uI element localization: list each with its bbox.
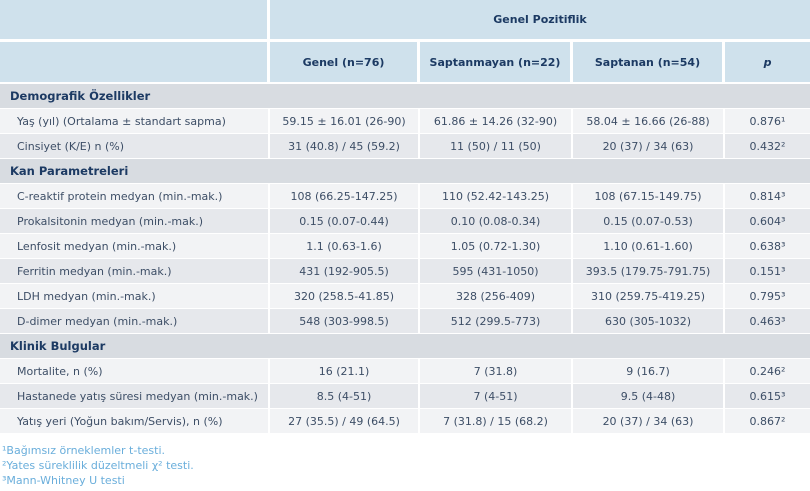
value-p: 0.151³ (725, 259, 810, 284)
value-saptanmayan: 11 (50) / 11 (50) (420, 134, 573, 159)
value-saptanan: 1.10 (0.61-1.60) (573, 234, 725, 259)
label-column-header (0, 42, 270, 84)
value-saptanan: 310 (259.75-419.25) (573, 284, 725, 309)
value-genel: 320 (258.5-41.85) (270, 284, 420, 309)
value-genel: 16 (21.1) (270, 359, 420, 384)
row-label: Ferritin medyan (min.-mak.) (0, 259, 270, 284)
value-genel: 27 (35.5) / 49 (64.5) (270, 409, 420, 434)
value-genel: 0.15 (0.07-0.44) (270, 209, 420, 234)
row-label: Hastanede yatış süresi medyan (min.-mak.… (0, 384, 270, 409)
value-p: 0.604³ (725, 209, 810, 234)
row-label: C-reaktif protein medyan (min.-mak.) (0, 184, 270, 209)
section-row-demografik: Demografik Özellikler (0, 84, 810, 109)
footnote-yates-chi2: ²Yates süreklilik düzeltmeli χ² testi. (2, 459, 194, 472)
group-header: Genel Pozitiflik (270, 0, 810, 42)
value-genel: 59.15 ± 16.01 (26-90) (270, 109, 420, 134)
section-row-klinik: Klinik Bulgular (0, 334, 810, 359)
value-genel: 31 (40.8) / 45 (59.2) (270, 134, 420, 159)
value-p: 0.638³ (725, 234, 810, 259)
value-saptanmayan: 7 (31.8) / 15 (68.2) (420, 409, 573, 434)
value-saptanan: 9 (16.7) (573, 359, 725, 384)
value-p: 0.246² (725, 359, 810, 384)
value-saptanan: 9.5 (4-48) (573, 384, 725, 409)
row-label: Lenfosit medyan (min.-mak.) (0, 234, 270, 259)
value-p: 0.876¹ (725, 109, 810, 134)
value-saptanmayan: 328 (256-409) (420, 284, 573, 309)
table-row: Lenfosit medyan (min.-mak.) 1.1 (0.63-1.… (0, 234, 810, 259)
corner-cell (0, 0, 270, 42)
value-saptanmayan: 512 (299.5-773) (420, 309, 573, 334)
value-saptanmayan: 595 (431-1050) (420, 259, 573, 284)
table-row: Prokalsitonin medyan (min.-mak.) 0.15 (0… (0, 209, 810, 234)
column-header-saptanmayan: Saptanmayan (n=22) (420, 42, 573, 84)
column-header-saptanan: Saptanan (n=54) (573, 42, 725, 84)
section-label: Demografik Özellikler (0, 84, 810, 109)
row-label: LDH medyan (min.-mak.) (0, 284, 270, 309)
section-label: Kan Parametreleri (0, 159, 810, 184)
value-genel: 8.5 (4-51) (270, 384, 420, 409)
value-p: 0.814³ (725, 184, 810, 209)
table-row: C-reaktif protein medyan (min.-mak.) 108… (0, 184, 810, 209)
value-saptanmayan: 61.86 ± 14.26 (32-90) (420, 109, 573, 134)
value-saptanmayan: 110 (52.42-143.25) (420, 184, 573, 209)
table-row: Mortalite, n (%) 16 (21.1) 7 (31.8) 9 (1… (0, 359, 810, 384)
footnotes: ¹Bağımsız örneklemler t-testi. ²Yates sü… (0, 434, 810, 488)
value-genel: 1.1 (0.63-1.6) (270, 234, 420, 259)
value-p: 0.615³ (725, 384, 810, 409)
column-header-row: Genel (n=76) Saptanmayan (n=22) Saptanan… (0, 42, 810, 84)
statistics-table: Genel Pozitiflik Genel (n=76) Saptanmaya… (0, 0, 810, 434)
footnote-ttest: ¹Bağımsız örneklemler t-testi. (2, 444, 166, 457)
value-saptanmayan: 7 (4-51) (420, 384, 573, 409)
value-p: 0.795³ (725, 284, 810, 309)
value-saptanan: 630 (305-1032) (573, 309, 725, 334)
value-saptanan: 108 (67.15-149.75) (573, 184, 725, 209)
row-label: D-dimer medyan (min.-mak.) (0, 309, 270, 334)
table-row: LDH medyan (min.-mak.) 320 (258.5-41.85)… (0, 284, 810, 309)
column-header-p: p (725, 42, 810, 84)
value-genel: 431 (192-905.5) (270, 259, 420, 284)
row-label: Yatış yeri (Yoğun bakım/Servis), n (%) (0, 409, 270, 434)
table-row: D-dimer medyan (min.-mak.) 548 (303-998.… (0, 309, 810, 334)
group-header-row: Genel Pozitiflik (0, 0, 810, 42)
value-saptanan: 20 (37) / 34 (63) (573, 134, 725, 159)
column-header-genel: Genel (n=76) (270, 42, 420, 84)
section-row-kan: Kan Parametreleri (0, 159, 810, 184)
section-label: Klinik Bulgular (0, 334, 810, 359)
value-genel: 108 (66.25-147.25) (270, 184, 420, 209)
table-row: Ferritin medyan (min.-mak.) 431 (192-905… (0, 259, 810, 284)
value-p: 0.432² (725, 134, 810, 159)
table-row: Hastanede yatış süresi medyan (min.-mak.… (0, 384, 810, 409)
value-p: 0.463³ (725, 309, 810, 334)
value-saptanan: 20 (37) / 34 (63) (573, 409, 725, 434)
row-label: Yaş (yıl) (Ortalama ± standart sapma) (0, 109, 270, 134)
value-saptanmayan: 0.10 (0.08-0.34) (420, 209, 573, 234)
value-saptanan: 58.04 ± 16.66 (26-88) (573, 109, 725, 134)
value-saptanan: 393.5 (179.75-791.75) (573, 259, 725, 284)
value-p: 0.867² (725, 409, 810, 434)
row-label: Prokalsitonin medyan (min.-mak.) (0, 209, 270, 234)
table-row: Cinsiyet (K/E) n (%) 31 (40.8) / 45 (59.… (0, 134, 810, 159)
value-saptanan: 0.15 (0.07-0.53) (573, 209, 725, 234)
value-saptanmayan: 1.05 (0.72-1.30) (420, 234, 573, 259)
footnote-mann-whitney: ³Mann-Whitney U testi (2, 474, 125, 487)
table-row: Yatış yeri (Yoğun bakım/Servis), n (%) 2… (0, 409, 810, 434)
value-saptanmayan: 7 (31.8) (420, 359, 573, 384)
row-label: Cinsiyet (K/E) n (%) (0, 134, 270, 159)
row-label: Mortalite, n (%) (0, 359, 270, 384)
value-genel: 548 (303-998.5) (270, 309, 420, 334)
table-row: Yaş (yıl) (Ortalama ± standart sapma) 59… (0, 109, 810, 134)
